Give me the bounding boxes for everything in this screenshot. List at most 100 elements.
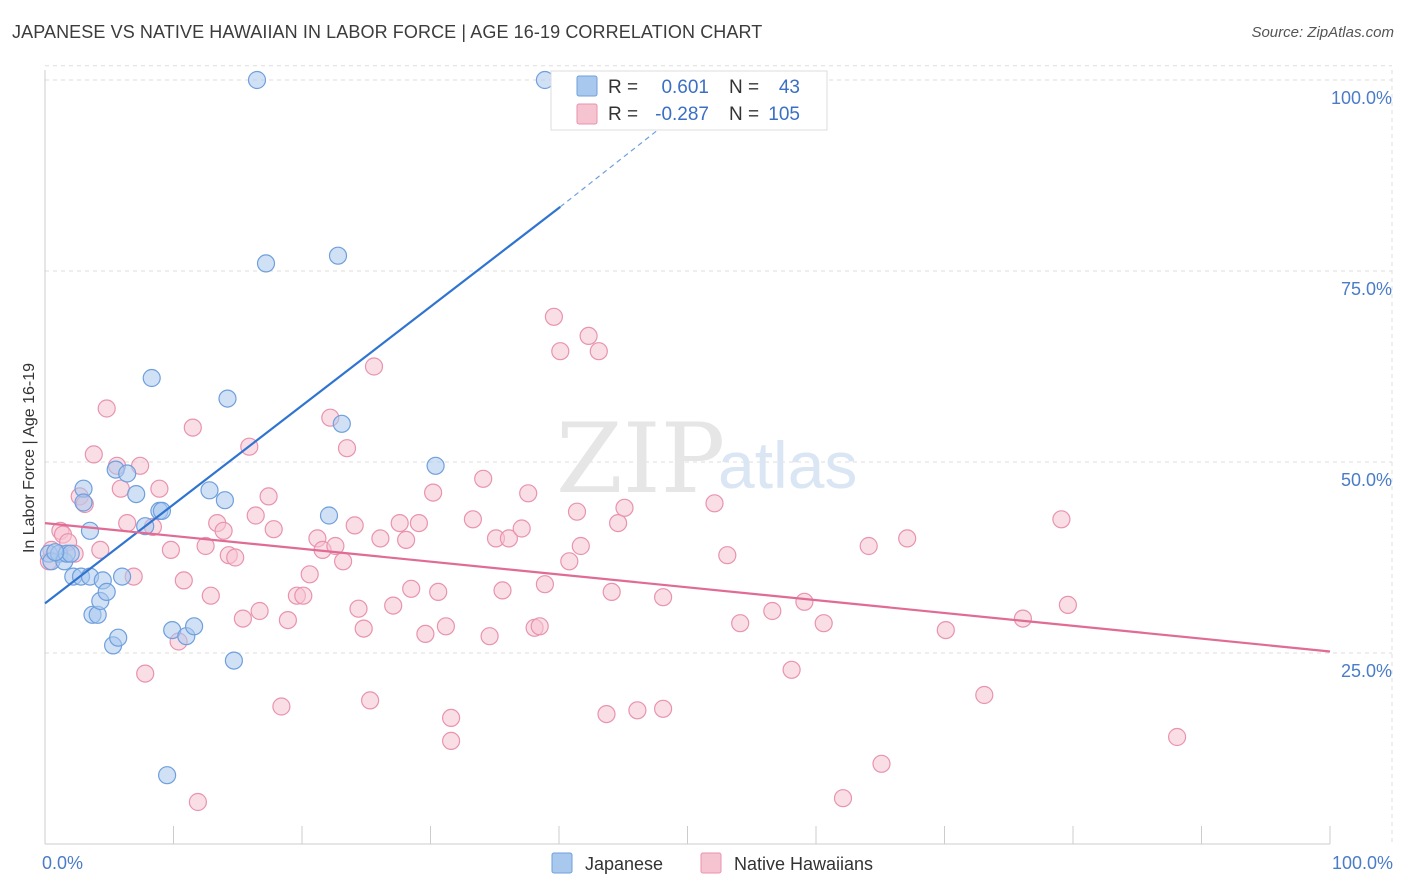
bottom-legend-japanese: Japanese [585, 854, 663, 874]
japanese-point [152, 501, 171, 520]
native-hawaiians-point [334, 552, 353, 571]
native-hawaiians-point [731, 614, 750, 633]
native-hawaiians-point [615, 498, 634, 517]
native-hawaiians-series [39, 307, 1187, 812]
native-hawaiians-point [214, 521, 233, 540]
y-tick-labels: 25.0% 50.0% 75.0% 100.0% [1331, 88, 1392, 681]
native-hawaiians-point [136, 664, 155, 683]
native-hawaiians-point [416, 624, 435, 644]
native-hawaiians-point [535, 575, 555, 594]
japanese-point [200, 481, 219, 500]
native-hawaiians-point [544, 307, 564, 326]
legend-swatch-hawaiian [576, 103, 598, 125]
legend-r-label: R = [608, 104, 638, 125]
native-hawaiians-point [91, 540, 110, 560]
native-hawaiians-point [402, 579, 421, 598]
native-hawaiians-point [390, 513, 409, 533]
native-hawaiians-point [436, 617, 455, 636]
native-hawaiians-point [364, 357, 384, 376]
japanese-point [218, 389, 237, 408]
legend-swatch-japanese [576, 75, 598, 97]
bottom-legend-swatch-japanese [551, 852, 573, 874]
trendlines [44, 125, 1331, 653]
japanese-point [185, 617, 204, 636]
native-hawaiians-point [442, 731, 461, 751]
source-credit: Source: ZipAtlas.com [1251, 24, 1394, 41]
legend-n-value-hawaiian: 105 [768, 104, 800, 125]
native-hawaiians-point [480, 627, 499, 646]
native-hawaiians-point [264, 520, 283, 539]
native-hawaiians-point [571, 536, 590, 556]
native-hawaiians-point [872, 754, 891, 773]
native-hawaiians-point [174, 571, 193, 590]
legend-n-label: N = [729, 104, 759, 125]
native-hawaiians-point [551, 342, 570, 361]
native-hawaiians-point [493, 581, 512, 600]
native-hawaiians-point [349, 599, 368, 618]
japanese-point [109, 628, 128, 647]
native-hawaiians-point [718, 546, 737, 565]
japanese-point [46, 543, 65, 562]
native-hawaiians-point [579, 326, 598, 345]
x-tick-label-max: 100.0% [1332, 853, 1393, 873]
y-tick-label: 75.0% [1341, 279, 1392, 299]
native-hawaiians-point [602, 582, 621, 602]
native-hawaiians-point [84, 445, 103, 464]
native-hawaiians-point [397, 530, 416, 550]
native-hawaiians-point [201, 586, 220, 605]
japanese-point [332, 414, 351, 433]
y-axis-label: In Labor Force | Age 16-19 [21, 363, 38, 553]
japanese-point [158, 766, 177, 785]
native-hawaiians-point [371, 529, 390, 548]
native-hawaiians-point [354, 619, 373, 638]
native-hawaiians-point [512, 519, 531, 538]
japanese-point [256, 254, 276, 273]
axes [44, 70, 1331, 845]
legend-r-value-hawaiian: -0.287 [655, 104, 709, 125]
legend-r-label: R = [608, 77, 638, 98]
japanese-point [61, 544, 80, 563]
native-hawaiians-point [567, 502, 587, 521]
native-hawaiians-point [300, 565, 319, 584]
native-hawaiians-point [361, 691, 380, 710]
native-hawaiians-point [226, 548, 245, 567]
native-hawaiians-point [424, 483, 443, 502]
native-hawaiians-point [608, 513, 628, 533]
native-hawaiians-point [898, 529, 917, 548]
japanese-trendline-extension [559, 125, 664, 208]
legend-n-label: N = [729, 77, 759, 98]
native-hawaiians-point [519, 484, 538, 503]
bottom-legend-swatch-hawaiian [700, 852, 722, 874]
japanese-point [328, 246, 348, 265]
japanese-point [224, 651, 243, 670]
japanese-series [39, 70, 555, 785]
native-hawaiians-point [463, 510, 482, 529]
japanese-point [97, 582, 116, 602]
native-hawaiians-point [118, 513, 137, 533]
native-hawaiians-point [628, 701, 647, 720]
native-hawaiians-point [196, 536, 215, 556]
native-hawaiians-point [530, 617, 549, 636]
native-hawaiians-point [589, 342, 608, 361]
native-hawaiians-point [814, 614, 833, 633]
native-hawaiians-point [345, 516, 364, 535]
correlation-legend: R = 0.601 N = 43 R = -0.287 N = 105 [550, 70, 828, 131]
native-hawaiians-point [653, 699, 673, 718]
native-hawaiians-point [384, 596, 403, 615]
y-tick-label: 25.0% [1341, 661, 1392, 681]
native-hawaiians-point [597, 704, 616, 724]
native-hawaiians-point [1013, 609, 1033, 628]
japanese-point [426, 456, 445, 475]
native-hawaiians-point [499, 529, 518, 548]
japanese-point [112, 567, 132, 586]
native-hawaiians-point [250, 601, 269, 621]
native-hawaiians-point [1052, 510, 1071, 529]
watermark-zip: ZIP [556, 403, 725, 515]
y-tick-label: 100.0% [1331, 88, 1392, 108]
chart-title: JAPANESE VS NATIVE HAWAIIAN IN LABOR FOR… [12, 22, 763, 42]
native-hawaiians-point [975, 685, 994, 705]
japanese-point [74, 493, 93, 512]
japanese-point [142, 368, 161, 388]
native-hawaiians-point [246, 506, 265, 525]
